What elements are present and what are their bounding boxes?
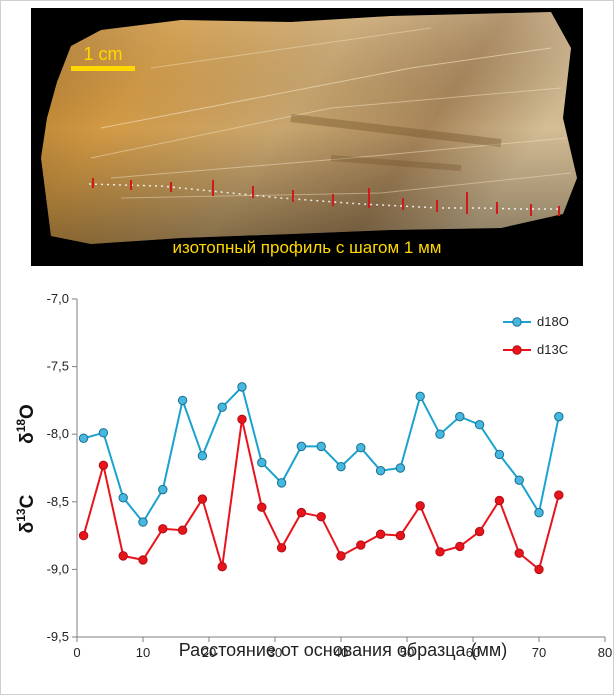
data-point-d18O bbox=[375, 466, 386, 476]
data-point-d18O bbox=[78, 433, 89, 443]
y-axis-title-top-delta: δ bbox=[17, 432, 38, 444]
data-point-d18O bbox=[415, 391, 425, 402]
data-point-d18O bbox=[356, 443, 366, 453]
chart-axes: -7,0 -7,5 -8,0 -8,5 -9,0 -9,5 0 10 20 30 40 50 60 70 8… bbox=[47, 291, 613, 660]
data-point-d18O bbox=[316, 441, 326, 452]
y-axis-title-top: δ18O bbox=[14, 404, 38, 444]
data-point-d13C bbox=[395, 530, 406, 541]
data-point-d13C bbox=[177, 525, 188, 535]
data-point-d13C bbox=[375, 529, 386, 539]
svg-text:δ18O: δ18O bbox=[14, 404, 38, 444]
data-point-d13C bbox=[237, 414, 247, 425]
data-point-d18O bbox=[296, 441, 307, 452]
data-point-d18O bbox=[455, 411, 465, 422]
data-point-d13C bbox=[336, 551, 346, 561]
photo-caption: изотопный профиль с шагом 1 мм bbox=[173, 238, 442, 257]
isotope-chart: -7,0 -7,5 -8,0 -8,5 -9,0 -9,5 0 10 20 30 40 50 60 70 8… bbox=[1, 279, 613, 694]
data-point-d18O bbox=[177, 395, 188, 406]
y-axis-title-bottom-element: C bbox=[17, 494, 38, 508]
y-axis-title-bottom: δ13C bbox=[14, 494, 38, 533]
legend-swatch-marker bbox=[512, 317, 522, 327]
y-tick-label: -7,0 bbox=[47, 291, 69, 306]
data-point-d13C bbox=[415, 501, 425, 511]
data-point-d13C bbox=[514, 548, 524, 558]
data-point-d13C bbox=[138, 555, 148, 565]
data-point-d13C bbox=[356, 540, 366, 550]
data-point-d18O bbox=[158, 484, 168, 495]
x-axis-title: Расстояние от основания образца (мм) bbox=[179, 640, 508, 660]
specimen-rock bbox=[41, 12, 577, 244]
data-point-d13C bbox=[118, 551, 128, 561]
data-point-d18O bbox=[554, 411, 564, 422]
chart-series bbox=[78, 382, 564, 575]
svg-text:δ13C: δ13C bbox=[14, 494, 38, 533]
data-point-d18O bbox=[118, 493, 128, 503]
data-point-d18O bbox=[217, 402, 227, 412]
data-point-d13C bbox=[276, 543, 287, 553]
data-point-d13C bbox=[197, 494, 208, 504]
data-point-d18O bbox=[257, 457, 267, 468]
x-tick-label: 10 bbox=[136, 645, 150, 660]
data-point-d13C bbox=[534, 564, 544, 575]
legend-label: d18O bbox=[537, 314, 569, 329]
data-point-d18O bbox=[494, 449, 505, 460]
y-axis-title-bottom-delta: δ bbox=[17, 522, 38, 534]
x-tick-label: 80 bbox=[598, 645, 612, 660]
data-point-d18O bbox=[336, 461, 346, 472]
data-point-d18O bbox=[534, 507, 544, 518]
data-point-d13C bbox=[217, 561, 227, 572]
data-point-d13C bbox=[257, 502, 267, 512]
data-point-d13C bbox=[474, 526, 485, 537]
y-tick-label: -7,5 bbox=[47, 359, 69, 374]
x-tick-label: 60 bbox=[466, 645, 480, 660]
legend-swatch-marker bbox=[512, 345, 522, 355]
scale-bar: 1 cm bbox=[71, 44, 135, 71]
x-tick-label: 40 bbox=[334, 645, 348, 660]
data-point-d13C bbox=[554, 490, 564, 500]
legend-label: d13C bbox=[537, 342, 568, 357]
y-axis-title-top-element: O bbox=[17, 404, 38, 419]
data-point-d18O bbox=[435, 429, 445, 439]
data-point-d18O bbox=[474, 420, 485, 430]
data-point-d18O bbox=[98, 428, 109, 438]
data-point-d13C bbox=[158, 524, 168, 534]
data-point-d13C bbox=[296, 507, 307, 518]
x-tick-label: 70 bbox=[532, 645, 546, 660]
data-point-d18O bbox=[276, 478, 287, 488]
data-point-d13C bbox=[316, 511, 326, 522]
y-tick-label: -9,0 bbox=[47, 561, 69, 576]
x-tick-label: 0 bbox=[73, 645, 80, 660]
y-axis-title-bottom-sup: 13 bbox=[14, 508, 28, 522]
y-tick-label: -8,5 bbox=[47, 494, 69, 509]
data-point-d13C bbox=[435, 547, 445, 557]
data-point-d18O bbox=[514, 475, 524, 485]
x-tick-label: 50 bbox=[400, 645, 414, 660]
y-tick-label: -9,5 bbox=[47, 629, 69, 644]
data-point-d18O bbox=[138, 517, 148, 527]
y-tick-label: -8,0 bbox=[47, 426, 69, 441]
data-point-d18O bbox=[237, 382, 247, 392]
scale-bar-label: 1 cm bbox=[83, 44, 122, 64]
data-point-d18O bbox=[197, 451, 208, 461]
chart-legend: d18O d13C bbox=[503, 314, 569, 357]
sampling-track bbox=[88, 178, 561, 216]
data-point-d13C bbox=[494, 495, 505, 506]
specimen-photo: 1 cm изотопный профиль с шагом 1 мм bbox=[31, 8, 583, 266]
data-point-d13C bbox=[78, 530, 89, 541]
x-tick-label: 30 bbox=[268, 645, 282, 660]
data-point-d13C bbox=[98, 460, 109, 470]
y-axis-title-top-sup: 18 bbox=[14, 419, 28, 433]
data-point-d13C bbox=[455, 541, 465, 552]
series-line-d18O bbox=[83, 384, 560, 524]
data-point-d18O bbox=[395, 463, 406, 473]
x-tick-label: 20 bbox=[202, 645, 216, 660]
